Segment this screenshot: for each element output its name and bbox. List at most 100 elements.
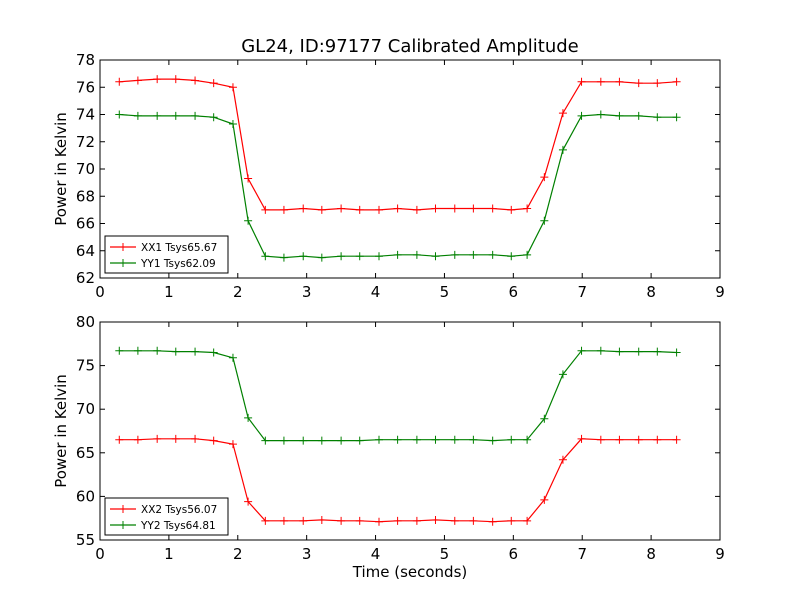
data-point [317, 436, 326, 445]
data-point [191, 434, 200, 443]
data-point [558, 145, 567, 154]
data-point [133, 76, 142, 85]
figure-title: GL24, ID:97177 Calibrated Amplitude [241, 36, 579, 57]
legend-marker [119, 505, 127, 513]
legend: XX2 Tsys56.07 YY2 Tsys64.81 [104, 497, 229, 536]
data-point [596, 435, 605, 444]
data-point [412, 250, 421, 259]
data-point [279, 253, 288, 262]
x-tick-label: 8 [646, 283, 656, 301]
data-point [261, 436, 270, 445]
y-tick-label: 72 [76, 133, 95, 151]
y-tick-label: 60 [76, 487, 95, 505]
y-axis-label: Power in Kelvin [52, 112, 70, 226]
data-point [355, 252, 364, 261]
x-tick-label: 1 [164, 545, 174, 563]
y-tick-label: 68 [76, 187, 95, 205]
plot-frame [99, 59, 721, 279]
x-axis-label: Time (seconds) [352, 563, 468, 581]
x-tick-label: 3 [302, 545, 312, 563]
data-point [615, 77, 624, 86]
y-tick-label: 65 [76, 444, 95, 462]
data-point [244, 216, 253, 225]
data-point [672, 113, 681, 122]
series-line-1 [119, 78, 677, 211]
x-tick-label: 7 [577, 545, 587, 563]
data-point [540, 495, 549, 504]
x-tick-label: 6 [509, 545, 519, 563]
data-point [431, 435, 440, 444]
data-point [523, 250, 532, 259]
data-point [488, 517, 497, 526]
data-point [615, 435, 624, 444]
data-point [337, 204, 346, 213]
data-point [469, 250, 478, 259]
legend-label: XX1 Tsys65.67 [141, 242, 217, 254]
data-point [355, 205, 364, 214]
data-point [523, 516, 532, 525]
data-point [153, 75, 162, 84]
data-point [115, 77, 124, 86]
data-point [337, 516, 346, 525]
legend-marker [119, 521, 127, 529]
data-point [261, 205, 270, 214]
data-point [355, 436, 364, 445]
data-point [653, 435, 662, 444]
data-point [558, 370, 567, 379]
data-point [523, 435, 532, 444]
legend-marker [119, 259, 127, 267]
y-tick-label: 55 [76, 531, 95, 549]
data-point [615, 347, 624, 356]
x-tick-label: 9 [715, 545, 725, 563]
data-point [375, 205, 383, 214]
data-point [375, 252, 383, 261]
bottom-plot: 0 1 2 3 4 5 6 7 8 9 55 60 65 70 75 80 Power in Kelvin Tim… [52, 313, 725, 581]
data-point [228, 120, 237, 129]
x-tick-label: 4 [371, 545, 381, 563]
y-tick-label: 70 [76, 160, 95, 178]
legend-label: XX2 Tsys56.07 [141, 504, 217, 516]
data-point [488, 250, 497, 259]
data-point [299, 516, 308, 525]
data-point [507, 205, 516, 214]
data-point [153, 111, 162, 120]
legend-marker [119, 243, 127, 251]
data-point [596, 110, 605, 119]
data-point [412, 516, 421, 525]
y-tick-label: 66 [76, 215, 95, 233]
data-point [209, 113, 218, 122]
data-point [507, 516, 516, 525]
data-point [244, 174, 253, 183]
x-tick-label: 5 [440, 545, 450, 563]
legend: XX1 Tsys65.67 YY1 Tsys62.09 [104, 235, 229, 274]
data-point [523, 204, 532, 213]
data-point [171, 111, 180, 120]
y-tick-label: 64 [76, 242, 95, 260]
data-point [540, 216, 549, 225]
data-point [577, 111, 586, 120]
data-point [577, 77, 586, 86]
data-point [115, 435, 124, 444]
y-axis-label: Power in Kelvin [52, 374, 70, 488]
data-point [450, 435, 459, 444]
data-point [431, 515, 440, 524]
data-point [393, 435, 402, 444]
data-point [355, 516, 364, 525]
data-point [299, 436, 308, 445]
series-line-2 [119, 350, 677, 442]
data-point [317, 515, 326, 524]
data-point [191, 76, 200, 85]
data-point [634, 347, 643, 356]
data-point [171, 75, 180, 84]
data-point [393, 204, 402, 213]
plot-frame [99, 321, 721, 541]
y-tick-label: 75 [76, 357, 95, 375]
data-point [507, 252, 516, 261]
x-tick-label: 6 [509, 283, 519, 301]
data-point [375, 517, 383, 526]
x-tick-label: 2 [233, 545, 243, 563]
data-point [317, 205, 326, 214]
y-tick-label: 80 [76, 313, 95, 331]
data-point [244, 497, 253, 506]
data-point [115, 346, 124, 355]
